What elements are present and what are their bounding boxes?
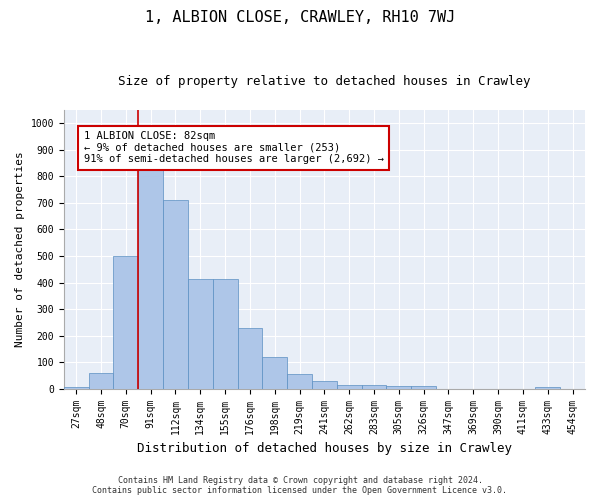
Bar <box>411 386 436 388</box>
X-axis label: Distribution of detached houses by size in Crawley: Distribution of detached houses by size … <box>137 442 512 455</box>
Bar <box>188 278 212 388</box>
Bar <box>386 386 411 388</box>
Bar <box>337 385 362 388</box>
Text: 1, ALBION CLOSE, CRAWLEY, RH10 7WJ: 1, ALBION CLOSE, CRAWLEY, RH10 7WJ <box>145 10 455 25</box>
Title: Size of property relative to detached houses in Crawley: Size of property relative to detached ho… <box>118 75 530 88</box>
Text: 1 ALBION CLOSE: 82sqm
← 9% of detached houses are smaller (253)
91% of semi-deta: 1 ALBION CLOSE: 82sqm ← 9% of detached h… <box>83 131 383 164</box>
Bar <box>262 358 287 388</box>
Bar <box>89 373 113 388</box>
Bar <box>212 278 238 388</box>
Y-axis label: Number of detached properties: Number of detached properties <box>15 152 25 347</box>
Bar <box>535 386 560 388</box>
Bar <box>362 385 386 388</box>
Bar <box>312 380 337 388</box>
Bar <box>138 170 163 388</box>
Bar <box>113 256 138 388</box>
Bar <box>163 200 188 388</box>
Bar <box>287 374 312 388</box>
Text: Contains HM Land Registry data © Crown copyright and database right 2024.
Contai: Contains HM Land Registry data © Crown c… <box>92 476 508 495</box>
Bar <box>238 328 262 388</box>
